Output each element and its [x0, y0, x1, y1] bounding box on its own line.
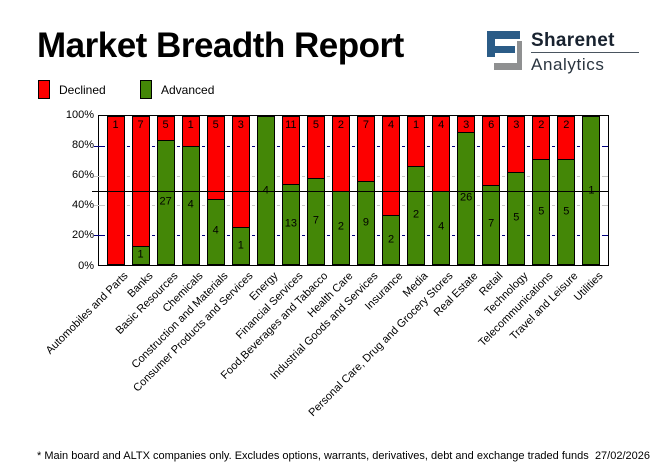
- declined-segment: [182, 117, 199, 147]
- y-tick-label-40: 40%: [71, 199, 94, 212]
- declined-count-label: 11: [285, 119, 297, 131]
- declined-count-label: 4: [438, 119, 445, 131]
- declined-segment: [232, 117, 249, 228]
- y-tick-label-80: 80%: [71, 138, 94, 151]
- advanced-count-label: 2: [413, 208, 420, 221]
- advanced-count-label: 5: [563, 205, 570, 217]
- declined-count-label: 2: [337, 119, 344, 131]
- declined-segment: [508, 117, 525, 173]
- page-title: Market Breadth Report: [37, 26, 404, 65]
- advanced-count-label: 26: [460, 191, 473, 204]
- declined-segment: [458, 117, 475, 133]
- declined-count-label: 5: [212, 119, 219, 131]
- logo-text-sharenet: Sharenet: [531, 30, 615, 51]
- declined-count-label: 6: [488, 119, 495, 131]
- advanced-count-label: 1: [583, 185, 599, 196]
- advanced-count-label: 7: [312, 214, 319, 227]
- declined-count-label: 4: [387, 119, 395, 131]
- y-tick-label-20: 20%: [71, 229, 94, 242]
- declined-segment: [282, 117, 299, 185]
- declined-count-label: 2: [563, 119, 570, 131]
- footer-note: * Main board and ALTX companies only. Ex…: [37, 450, 589, 462]
- advanced-segment: [357, 181, 374, 264]
- sharenet-logo: Sharenet Analytics: [487, 30, 647, 76]
- advanced-segment: [483, 184, 500, 264]
- declined-segment: [132, 117, 149, 246]
- logo-text-analytics: Analytics: [531, 55, 605, 74]
- bar-financial-services: 11 13: [281, 116, 300, 265]
- advanced-segment: [207, 198, 224, 264]
- advanced-segment: [232, 227, 249, 264]
- chart-plot-area: 1715271454314111357227942124432667352525…: [92, 115, 609, 266]
- declined-segment: [307, 117, 324, 179]
- logo-wordmark: Sharenet Analytics: [531, 30, 639, 74]
- declined-count-label: 3: [513, 119, 520, 131]
- advanced-segment: [383, 215, 400, 264]
- advanced-count-label: 2: [387, 233, 395, 245]
- advanced-count-label: 9: [362, 216, 370, 229]
- advanced-count-label: 7: [488, 217, 495, 230]
- advanced-count-label: 4: [187, 198, 194, 211]
- advanced-segment: [307, 178, 324, 264]
- declined-count-label: 3: [463, 119, 470, 131]
- y-tick-label-60: 60%: [71, 168, 94, 181]
- advanced-count-label: 27: [159, 195, 172, 208]
- declined-count-label: 3: [237, 119, 244, 131]
- advanced-count-label: 5: [513, 211, 520, 224]
- legend-declined-label: Declined: [59, 83, 106, 97]
- declined-count-label: 7: [137, 119, 144, 131]
- declined-count-label: 1: [112, 119, 119, 131]
- advanced-count-label: 1: [237, 239, 244, 252]
- declined-count-label: 5: [162, 119, 169, 131]
- advanced-segment: [157, 139, 174, 264]
- advanced-segment: [132, 245, 149, 264]
- fifty-percent-reference-line: [92, 190, 608, 192]
- declined-segment: [483, 117, 500, 185]
- advanced-count-label: 2: [337, 220, 344, 233]
- sharenet-s-mark-icon: [487, 31, 522, 70]
- advanced-count-label: 13: [284, 217, 297, 230]
- declined-count-label: 1: [413, 119, 420, 131]
- advanced-count-label: 4: [258, 185, 274, 196]
- legend-declined-swatch: [38, 80, 50, 99]
- declined-segment: [157, 117, 174, 140]
- declined-segment: [558, 117, 575, 159]
- legend-advanced-label: Advanced: [161, 83, 215, 97]
- declined-segment: [357, 117, 374, 182]
- declined-segment: [533, 117, 550, 159]
- advanced-count-label: 4: [212, 224, 219, 237]
- advanced-segment: [182, 146, 199, 264]
- advanced-count-label: 5: [538, 205, 545, 217]
- advanced-segment: [458, 132, 475, 264]
- footer-date: 27/02/2026: [594, 450, 650, 462]
- legend-advanced-swatch: [140, 80, 152, 99]
- advanced-segment: [282, 184, 299, 264]
- declined-segment: [433, 117, 450, 191]
- declined-count-label: 1: [187, 119, 194, 131]
- declined-count-label: 5: [312, 119, 319, 131]
- declined-segment: [383, 117, 400, 215]
- declined-count-label: 7: [362, 119, 370, 131]
- advanced-segment: [508, 172, 525, 264]
- declined-segment: [408, 117, 425, 166]
- advanced-count-label: 4: [438, 220, 445, 233]
- advanced-segment: [558, 159, 575, 264]
- y-tick-label-0: 0%: [78, 259, 94, 272]
- logo-divider: [531, 52, 639, 53]
- y-tick-label-100: 100%: [65, 108, 94, 121]
- declined-segment: [332, 117, 349, 191]
- declined-segment: [207, 117, 224, 199]
- advanced-count-label: 1: [137, 248, 144, 261]
- advanced-segment: [533, 159, 550, 264]
- declined-count-label: 2: [538, 119, 545, 131]
